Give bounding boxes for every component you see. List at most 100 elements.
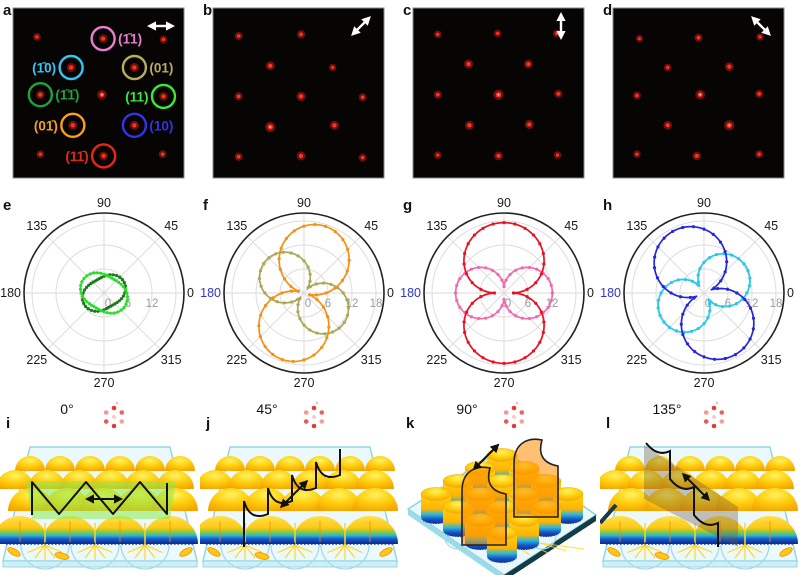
polar-series-marker	[121, 285, 125, 289]
microlens-dome	[15, 456, 45, 471]
polar-series-marker	[83, 297, 87, 301]
angle-tick-label: 315	[161, 353, 182, 367]
base-spoke	[627, 544, 646, 554]
polar-series-marker	[708, 256, 712, 260]
polar-series-marker	[465, 272, 469, 276]
polar-series-marker	[329, 282, 333, 286]
circle	[112, 415, 116, 419]
angle-tick-label: 45	[164, 219, 178, 233]
polar-series-marker	[273, 252, 278, 256]
polar-series-marker	[341, 237, 345, 242]
polar-series-marker	[655, 276, 660, 280]
polar-series-marker	[289, 251, 293, 255]
cut-angle-label: 135°	[652, 401, 682, 417]
polar-series-marker	[550, 291, 554, 295]
polar-series-marker	[264, 303, 268, 308]
microlens-dome	[752, 488, 798, 511]
polar-series-marker	[706, 316, 710, 320]
polar-series-marker	[683, 277, 688, 282]
diffraction-spot	[758, 35, 762, 39]
microlens-dome	[365, 456, 395, 471]
diffraction-dots-icon	[303, 401, 325, 429]
diffraction-spot	[132, 123, 137, 128]
polar-series-marker	[89, 281, 93, 286]
microlens-dome	[316, 488, 362, 511]
polar-series-marker	[85, 274, 89, 278]
polar-series-marker	[719, 279, 723, 283]
circle	[519, 419, 525, 424]
polar-series-marker	[296, 303, 300, 307]
angle-tick-label: 135	[626, 219, 647, 233]
microlens-dome	[228, 470, 266, 489]
polarization-arrow-icon	[147, 21, 175, 31]
base-spoke	[134, 544, 146, 559]
angle-tick-label: 90	[697, 196, 711, 210]
polar-series-marker	[708, 299, 712, 303]
panel-l: l 135°	[600, 395, 800, 575]
polar-series-marker	[723, 356, 727, 361]
polar-series-marker	[306, 265, 310, 269]
polar-series-marker	[280, 357, 284, 362]
polar-series-marker	[698, 266, 702, 270]
diffraction-spot	[298, 153, 304, 159]
polar-series-marker	[696, 283, 700, 287]
angle-tick-label: 45	[764, 219, 778, 233]
polar-series-marker	[725, 287, 730, 291]
polar-series-marker	[275, 300, 279, 304]
radius-tick-label: 0	[305, 298, 311, 310]
radius-tick-label: 6	[125, 298, 131, 310]
diffraction-spot	[435, 92, 440, 97]
polar-series-marker	[693, 349, 697, 354]
profile-line	[243, 449, 341, 547]
circle	[119, 419, 125, 424]
polar-series-marker	[94, 306, 98, 310]
polar-series-marker	[454, 291, 458, 295]
diffraction-spot	[727, 64, 732, 69]
radius-tick-label: 18	[770, 298, 783, 310]
polar-series-marker	[472, 349, 477, 353]
panel-letter: j	[206, 415, 211, 432]
polar-series-marker	[523, 226, 527, 230]
microlens-dome	[644, 488, 690, 511]
polar-series-marker	[496, 272, 500, 277]
polar-series-marker	[531, 233, 536, 237]
polar-series-marker	[542, 320, 546, 324]
polar-series-marker	[262, 262, 266, 266]
polar-series-marker	[534, 301, 538, 305]
polar-series-marker	[312, 353, 316, 357]
substrate-edge-left	[408, 509, 504, 575]
spot-circle	[27, 81, 54, 108]
polar-series-marker	[292, 229, 296, 233]
polar-series-marker	[263, 344, 267, 349]
polar-series-marker	[114, 279, 118, 283]
panel-e: e 0 45 90 135 180 225 270 315 0 6 12	[0, 195, 200, 395]
circle	[655, 244, 753, 342]
circle	[679, 268, 729, 318]
polar-series-marker	[84, 285, 89, 289]
diffraction-spot-core	[728, 124, 731, 127]
polar-series-marker	[734, 301, 739, 306]
angle-tick-label: 270	[94, 376, 115, 390]
circle	[255, 244, 353, 342]
angle-tick-label: 225	[426, 353, 447, 367]
substrate-edge	[602, 560, 798, 568]
panel-letter: c	[403, 2, 412, 19]
circle	[711, 423, 717, 429]
panel-b: b	[200, 0, 400, 195]
polar-series-marker	[108, 311, 113, 315]
radius-tick-label: 0	[105, 298, 111, 310]
diffraction-dots-icon	[103, 401, 125, 429]
polar-series-marker	[527, 316, 532, 321]
polar-series-marker	[296, 254, 300, 258]
polar-series-marker	[656, 298, 661, 302]
polar-series-marker	[736, 256, 741, 261]
polar-series-marker	[539, 310, 543, 314]
polar-series-marker	[320, 345, 324, 350]
polar-series-marker	[93, 309, 97, 313]
polar-series-marker	[119, 308, 123, 312]
polar-series-marker	[720, 304, 725, 309]
circle	[719, 419, 725, 424]
circle	[719, 410, 725, 415]
polar-series-marker	[302, 224, 306, 228]
